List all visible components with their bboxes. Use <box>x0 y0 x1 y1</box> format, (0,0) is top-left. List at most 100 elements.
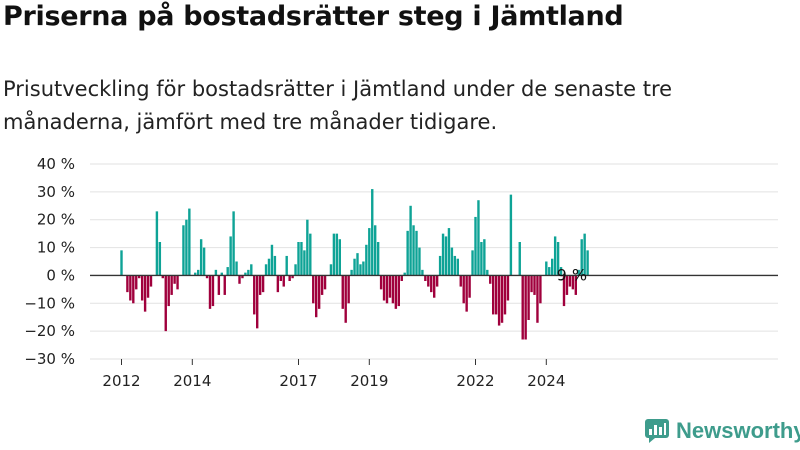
bar <box>335 233 339 276</box>
bar <box>521 275 524 340</box>
bar <box>297 242 300 276</box>
bar <box>306 219 309 276</box>
bar <box>164 275 167 332</box>
bar <box>208 275 212 309</box>
bar <box>146 275 150 298</box>
bar <box>456 258 459 276</box>
bar <box>441 233 445 276</box>
bar <box>468 275 471 298</box>
bar <box>430 275 433 293</box>
bar <box>435 275 439 287</box>
bar <box>400 275 403 281</box>
x-tick-label: 2017 <box>279 372 317 390</box>
bar <box>574 275 577 295</box>
chart-subtitle: Prisutveckling för bostadsrätter i Jämtl… <box>3 77 673 134</box>
latest-value-annotation: 9 % <box>557 265 587 284</box>
bar <box>353 258 356 276</box>
newsworthy-logo: Newsworthy <box>644 418 800 444</box>
bar <box>294 264 297 276</box>
bar <box>580 239 583 276</box>
bar <box>462 275 465 304</box>
bar <box>556 242 560 276</box>
bar <box>323 275 327 290</box>
bar <box>161 275 164 279</box>
bar <box>551 258 554 276</box>
bar <box>465 275 468 312</box>
y-tick-label: −30 % <box>24 350 75 368</box>
bar <box>450 247 454 276</box>
bar <box>332 233 336 276</box>
bar <box>385 275 389 304</box>
x-tick-label: 2014 <box>173 372 211 390</box>
bar <box>214 269 218 276</box>
bar <box>500 275 504 323</box>
bar <box>211 275 215 307</box>
bar <box>365 244 368 276</box>
bar <box>427 275 430 287</box>
bar <box>553 236 557 276</box>
bar <box>220 272 223 276</box>
bar <box>586 250 589 276</box>
bar <box>368 228 371 276</box>
bar <box>282 275 285 287</box>
bar <box>577 269 580 276</box>
bar <box>158 242 162 276</box>
bar <box>258 275 262 295</box>
bar <box>244 272 247 276</box>
bar <box>182 225 185 276</box>
bar <box>421 269 424 276</box>
bar <box>494 275 498 315</box>
bar <box>474 216 477 276</box>
bar <box>359 264 362 276</box>
bar <box>379 275 383 290</box>
bar <box>533 275 536 295</box>
bar <box>518 242 521 276</box>
bar <box>167 275 170 307</box>
bar <box>267 258 271 276</box>
y-tick-label: 30 % <box>37 183 75 201</box>
x-tick-label: 2024 <box>527 372 565 390</box>
bar <box>320 275 324 295</box>
bar <box>497 275 501 326</box>
bar <box>506 275 510 301</box>
bar <box>329 264 333 276</box>
bar <box>374 225 377 276</box>
bar <box>276 275 280 293</box>
bar <box>285 255 288 276</box>
bar <box>270 244 274 276</box>
bar <box>471 250 474 276</box>
bar <box>132 275 135 304</box>
bar <box>503 275 507 315</box>
bar <box>250 264 253 276</box>
y-tick-label: 20 % <box>37 211 75 229</box>
bar <box>492 275 495 315</box>
bar <box>562 275 566 307</box>
bar <box>235 261 238 276</box>
bar <box>583 233 586 276</box>
bar <box>536 275 539 323</box>
y-tick-label: 0 % <box>46 266 75 284</box>
bar <box>205 275 209 279</box>
bar <box>347 275 350 304</box>
bar <box>477 200 480 276</box>
bar <box>197 269 200 276</box>
bar <box>253 275 256 315</box>
bar <box>229 236 232 276</box>
bar <box>226 267 229 276</box>
y-tick-label: −10 % <box>24 294 75 312</box>
bar <box>409 205 412 276</box>
bar <box>317 275 321 309</box>
bar <box>217 275 221 295</box>
bar <box>391 275 395 304</box>
bar <box>232 211 235 276</box>
bar <box>202 247 206 276</box>
bar <box>312 275 315 304</box>
bar <box>412 225 415 276</box>
bar <box>173 275 176 284</box>
bar <box>489 275 492 284</box>
bar <box>483 239 486 276</box>
bar <box>424 275 427 281</box>
bar <box>356 253 359 276</box>
bar <box>438 255 442 276</box>
